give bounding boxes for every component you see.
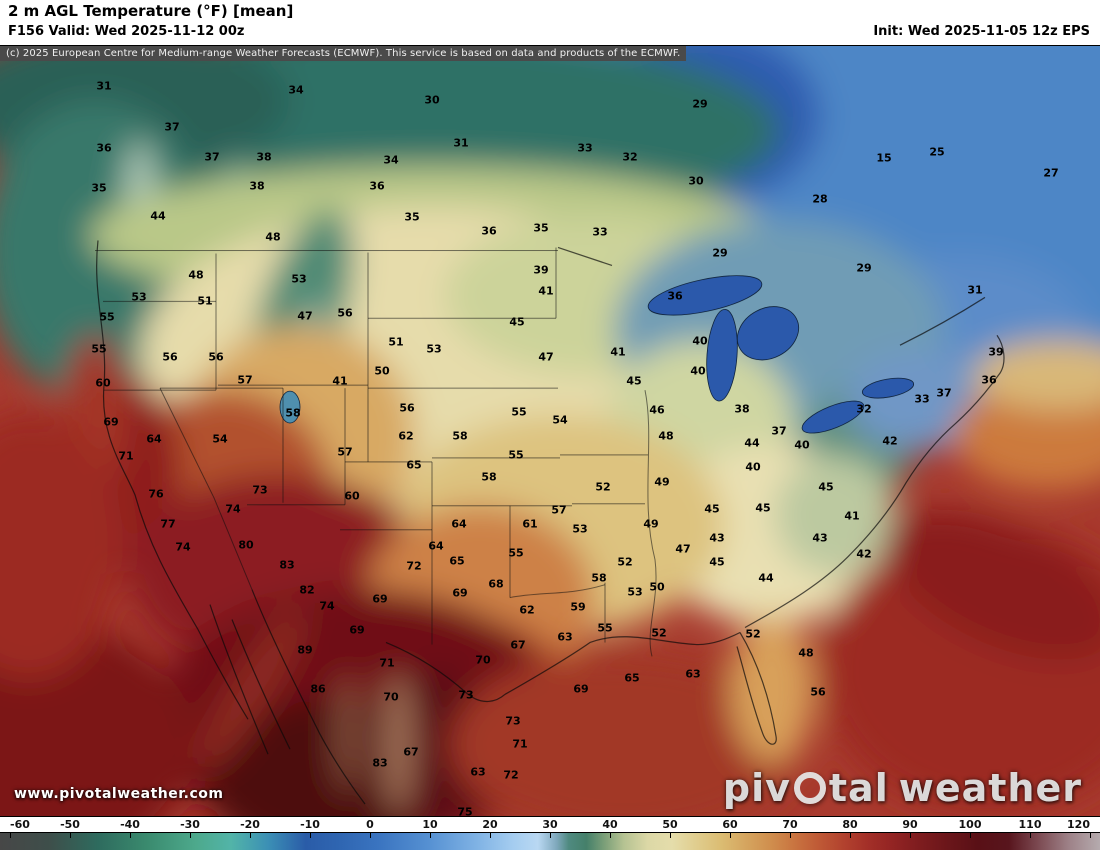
- colorbar-tick-label: -40: [120, 818, 140, 831]
- great-lakes: [279, 275, 915, 434]
- colorbar-tick-mark: [310, 833, 311, 838]
- colorbar-tick-label: 60: [722, 818, 738, 831]
- colorbar-tick-label: 10: [422, 818, 438, 831]
- colorbar-tick-marks: [10, 833, 1091, 850]
- colorbar-tick-label: 40: [602, 818, 618, 831]
- colorbar-tick-mark: [190, 833, 191, 838]
- colorbar-tick-label: -60: [10, 818, 30, 831]
- map-image: [0, 46, 1100, 816]
- colorbar-tick-mark: [910, 833, 911, 838]
- copyright-bar: (c) 2025 European Centre for Medium-rang…: [0, 46, 687, 61]
- coastlines: [96, 240, 1005, 805]
- colorbar-tick-mark: [1090, 833, 1091, 838]
- colorbar-tick-label: 20: [482, 818, 498, 831]
- colorbar-tick-mark: [70, 833, 71, 838]
- colorbar-tick-label: 80: [842, 818, 858, 831]
- colorbar-tick-label: 110: [1018, 818, 1042, 831]
- colorbar-tick-mark: [250, 833, 251, 838]
- colorbar-tick-mark: [610, 833, 611, 838]
- colorbar-gradient: [0, 832, 1100, 850]
- colorbar-tick-mark: [1030, 833, 1031, 838]
- colorbar-tick-label: -30: [180, 818, 200, 831]
- map-header: 2 m AGL Temperature (°F) [mean] F156 Val…: [0, 0, 1100, 45]
- logo-text-1: piv: [722, 766, 791, 810]
- colorbar-tick-label: 30: [542, 818, 558, 831]
- colorbar-tick-mark: [130, 833, 131, 838]
- logo-text-2: tal: [828, 766, 889, 810]
- colorbar-tick-label: -10: [300, 818, 320, 831]
- colorbar-tick-label: -50: [60, 818, 80, 831]
- temperature-field: [0, 46, 1100, 816]
- colorbar-tick-mark: [970, 833, 971, 838]
- colorbar-tick-mark: [550, 833, 551, 838]
- colorbar-tick-mark: [10, 833, 11, 838]
- pivotal-logo-icon: [793, 772, 826, 804]
- colorbar-tick-mark: [370, 833, 371, 838]
- colorbar-tick-mark: [490, 833, 491, 838]
- temperature-colorbar: -60 -50 -40 -30 -20 -10 0 10 20 30 40 50 60 70 80 90 100…: [0, 817, 1100, 850]
- watermark-url: www.pivotalweather.com: [14, 786, 224, 802]
- colorbar-tick-mark: [850, 833, 851, 838]
- pivotal-weather-logo: piv tal weather: [723, 766, 1082, 810]
- colorbar-tick-label: 50: [662, 818, 678, 831]
- colorbar-tick-mark: [730, 833, 731, 838]
- page-title: 2 m AGL Temperature (°F) [mean]: [8, 2, 294, 20]
- colorbar-tick-label: 0: [366, 818, 374, 831]
- colorbar-tick-labels: -60 -50 -40 -30 -20 -10 0 10 20 30 40 50 60 70 80 90 100…: [10, 818, 1090, 831]
- logo-text-3: weather: [898, 766, 1082, 810]
- temperature-map: (c) 2025 European Centre for Medium-rang…: [0, 45, 1100, 817]
- colorbar-tick-label: 120: [1067, 818, 1090, 831]
- colorbar-tick-mark: [790, 833, 791, 838]
- valid-time-label: F156 Valid: Wed 2025-11-12 00z: [8, 24, 245, 39]
- colorbar-tick-mark: [670, 833, 671, 838]
- colorbar-tick-label: 70: [782, 818, 798, 831]
- colorbar-tick-label: -20: [240, 818, 260, 831]
- colorbar-tick-label: 90: [902, 818, 918, 831]
- state-boundaries: [95, 247, 657, 657]
- init-time-label: Init: Wed 2025-11-05 12z EPS: [873, 24, 1090, 39]
- colorbar-tick-mark: [430, 833, 431, 838]
- colorbar-tick-label: 100: [958, 818, 982, 831]
